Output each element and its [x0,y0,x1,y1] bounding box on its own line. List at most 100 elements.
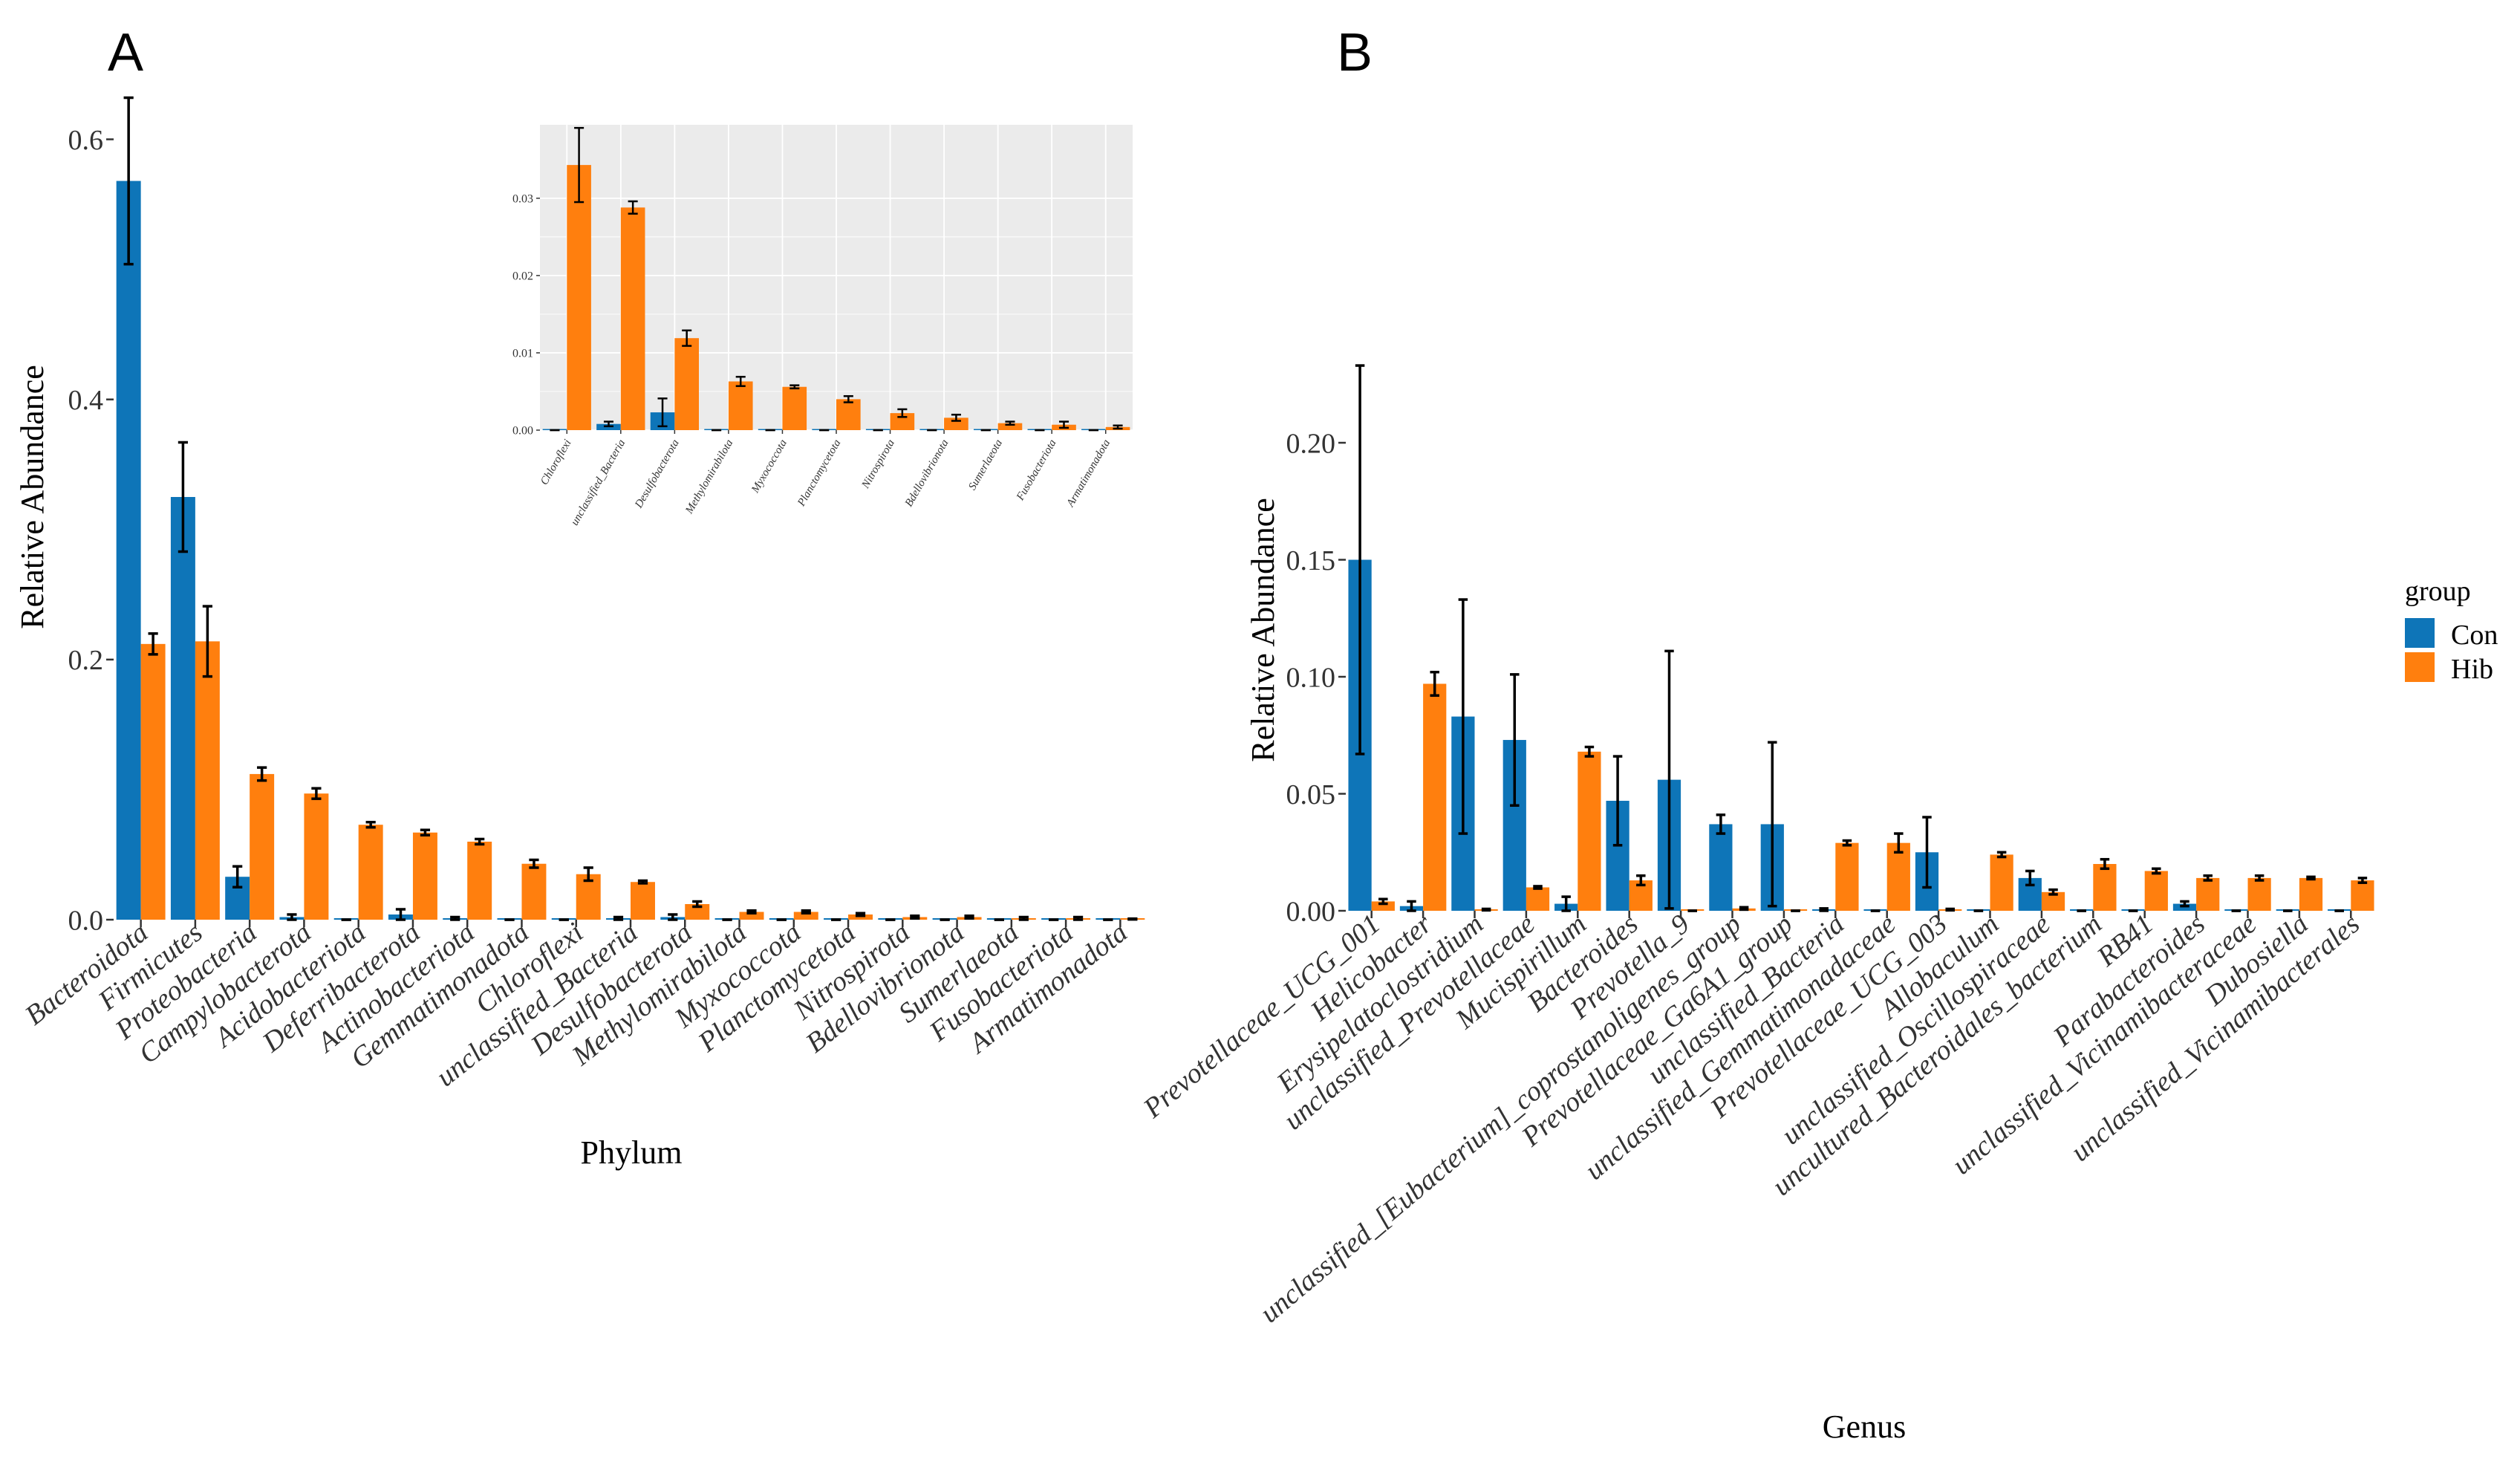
inset-errorbar-hib-sumerlaeota [1005,420,1015,426]
a-errorbar-hib-bacteroidota [148,632,158,656]
a-errorbar-hib-fusobacteriota [1072,915,1084,921]
b-errorbar-hib-parabacteroides [2203,874,2213,882]
b-errorbar-hib-unclassified-eubacterium-coprostanoligenes-group [1739,906,1749,912]
inset-ytick-label-1: 0.01 [512,348,533,360]
a-errorbar-hib-proteobacteria [257,766,267,782]
b-errorbar-con-bacteroides [1612,755,1623,847]
b-bar-hib-unclassified-gemmatimonadaceae [1886,842,1910,911]
b-errorbar-hib-helicobacter [1430,670,1439,697]
a-errorbar-hib-desulfobacterota [692,900,703,909]
panel-a-inset-chart: 0.00 0.01 0.02 0.03 Chloroflexiunclassified_… [512,125,1133,527]
b-errorbar-hib-allobaculum [1996,851,2007,859]
inset-category-label-unclassified-bacteria: unclassified_Bacteria [569,438,628,527]
b-bar-hib-mucispirillum [1578,751,1601,911]
b-errorbar-hib-uncultured-bacteroidales-bacterium [2100,857,2110,871]
inset-bar-hib-chloroflexi [567,165,591,430]
a-y-axis-title: Relative Abundance [14,365,51,629]
a-ytick-label-1: 0.2 [68,645,104,676]
b-errorbar-hib-mucispirillum [1584,745,1595,758]
b-ytick-label-3: 0.15 [1286,545,1336,576]
b-ytick-label-2: 0.10 [1286,662,1336,693]
inset-category-label-methylomirabilota: Methylomirabilota [683,438,736,516]
a-errorbar-con-deferribacterota [395,908,406,921]
inset-errorbar-hib-nitrospirota [897,408,908,418]
b-errorbar-hib-rb41 [2152,867,2161,875]
a-bar-hib-actinobacteriota [467,841,492,920]
a-bar-hib-planctomycetota [848,914,873,920]
a-ytick-label-2: 0.4 [68,385,104,416]
inset-bar-hib-unclassified-bacteria [620,207,645,430]
inset-errorbar-hib-methylomirabilota [735,375,746,387]
a-errorbar-hib-actinobacteriota [475,837,485,846]
a-errorbar-hib-methylomirabilota [746,909,757,914]
b-errorbar-hib-unclassified-prevotellaceae [1533,885,1543,890]
a-bar-hib-myxococcota [793,912,818,920]
a-errorbar-hib-planctomycetota [855,912,866,917]
a-errorbar-hib-acidobacteriota [365,820,376,829]
b-errorbar-con-unclassified-bacteria [1819,907,1829,912]
b-ytick-label-0: 0.00 [1286,896,1336,927]
a-errorbar-hib-myxococcota [801,909,811,914]
a-bar-hib-desulfobacterota [685,903,710,920]
b-y-axis-title: Relative Abundance [1245,498,1281,762]
a-bar-con-bacteroidota [116,181,141,920]
a-bar-hib-deferribacterota [412,832,437,920]
a-errorbar-hib-nitrospirota [910,914,920,920]
inset-category-label-armatimonadota: Armatimonadota [1064,438,1113,510]
a-errorbar-hib-firmicutes [202,605,212,678]
inset-category-label-desulfobacterota: Desulfobacterota [633,438,682,511]
a-errorbar-con-campylobacterota [287,913,297,921]
a-errorbar-hib-bdellovibrionota [964,914,974,920]
b-errorbar-con-parabacteroides [2180,900,2189,908]
inset-category-label-myxococcota: Myxococcota [749,438,789,496]
a-x-axis-title: Phylum [581,1134,683,1171]
inset-category-label-bdellovibrionota: Bdellovibrionota [903,438,951,509]
inset-errorbar-hib-chloroflexi [574,126,585,204]
b-errorbar-con-helicobacter [1407,900,1416,912]
a-ytick-label-0: 0.0 [68,905,104,936]
b-bar-hib-unclassified-bacteria [1835,842,1859,911]
inset-bar-hib-bdellovibrionota [944,418,968,430]
inset-category-label-sumerlaeota: Sumerlaeota [966,438,1005,493]
a-bar-hib-bacteroidota [140,643,166,920]
panel-label-a: A [108,23,143,82]
b-errorbar-hib-unclassified-oscillospiraceae [2048,888,2058,896]
inset-ytick-label-2: 0.02 [512,270,533,282]
b-bar-con-unclassified-eubacterium-coprostanoligenes-group [1709,824,1733,911]
inset-bar-hib-planctomycetota [836,399,861,430]
inset-bar-hib-myxococcota [782,386,807,430]
a-ytick-label-3: 0.6 [68,125,104,156]
b-errorbar-hib-prevotellaceae-ucg-003 [1945,907,1955,912]
inset-ytick-label-3: 0.03 [512,192,533,205]
a-errorbar-hib-chloroflexi [583,866,593,883]
b-bar-hib-helicobacter [1423,683,1447,911]
legend-swatch-hib [2405,652,2435,682]
b-bar-hib-prevotellaceae-ucg-001 [1371,901,1395,911]
inset-bar-hib-nitrospirota [890,413,915,430]
b-errorbar-hib-dubosiella [2306,875,2316,881]
a-errorbar-hib-sumerlaeota [1018,915,1029,921]
b-errorbar-hib-unclassified-vicinamibacteraceae [2254,874,2265,882]
b-errorbar-hib-unclassified-bacteria [1842,839,1852,847]
a-errorbar-hib-deferribacterota [420,828,431,836]
inset-category-label-fusobacteriota: Fusobacteriota [1014,438,1058,503]
b-bar-hib-dubosiella [2299,877,2323,911]
inset-errorbar-hib-fusobacteriota [1058,420,1069,429]
b-errorbar-con-prevotella-9 [1664,649,1674,910]
legend-label-con: Con [2451,620,2498,651]
a-bar-hib-unclassified-bacteria [631,882,655,920]
a-errorbar-con-firmicutes [178,441,189,553]
b-errorbar-hib-bacteroides [1636,874,1646,887]
panel-label-b: B [1337,23,1373,82]
b-errorbar-con-prevotellaceae-ucg-003 [1922,816,1932,889]
a-errorbar-con-actinobacteriota [450,915,460,921]
b-errorbar-con-unclassified-eubacterium-coprostanoligenes-group [1716,813,1726,835]
a-bar-hib-campylobacterota [304,793,329,920]
inset-bar-hib-sumerlaeota [997,423,1023,430]
inset-errorbar-hib-bdellovibrionota [951,413,961,422]
a-bar-con-firmicutes [170,497,195,920]
a-bar-hib-acidobacteriota [358,825,383,920]
a-bar-hib-gemmatimonadota [521,863,547,920]
inset-errorbar-con-desulfobacterota [657,397,668,428]
